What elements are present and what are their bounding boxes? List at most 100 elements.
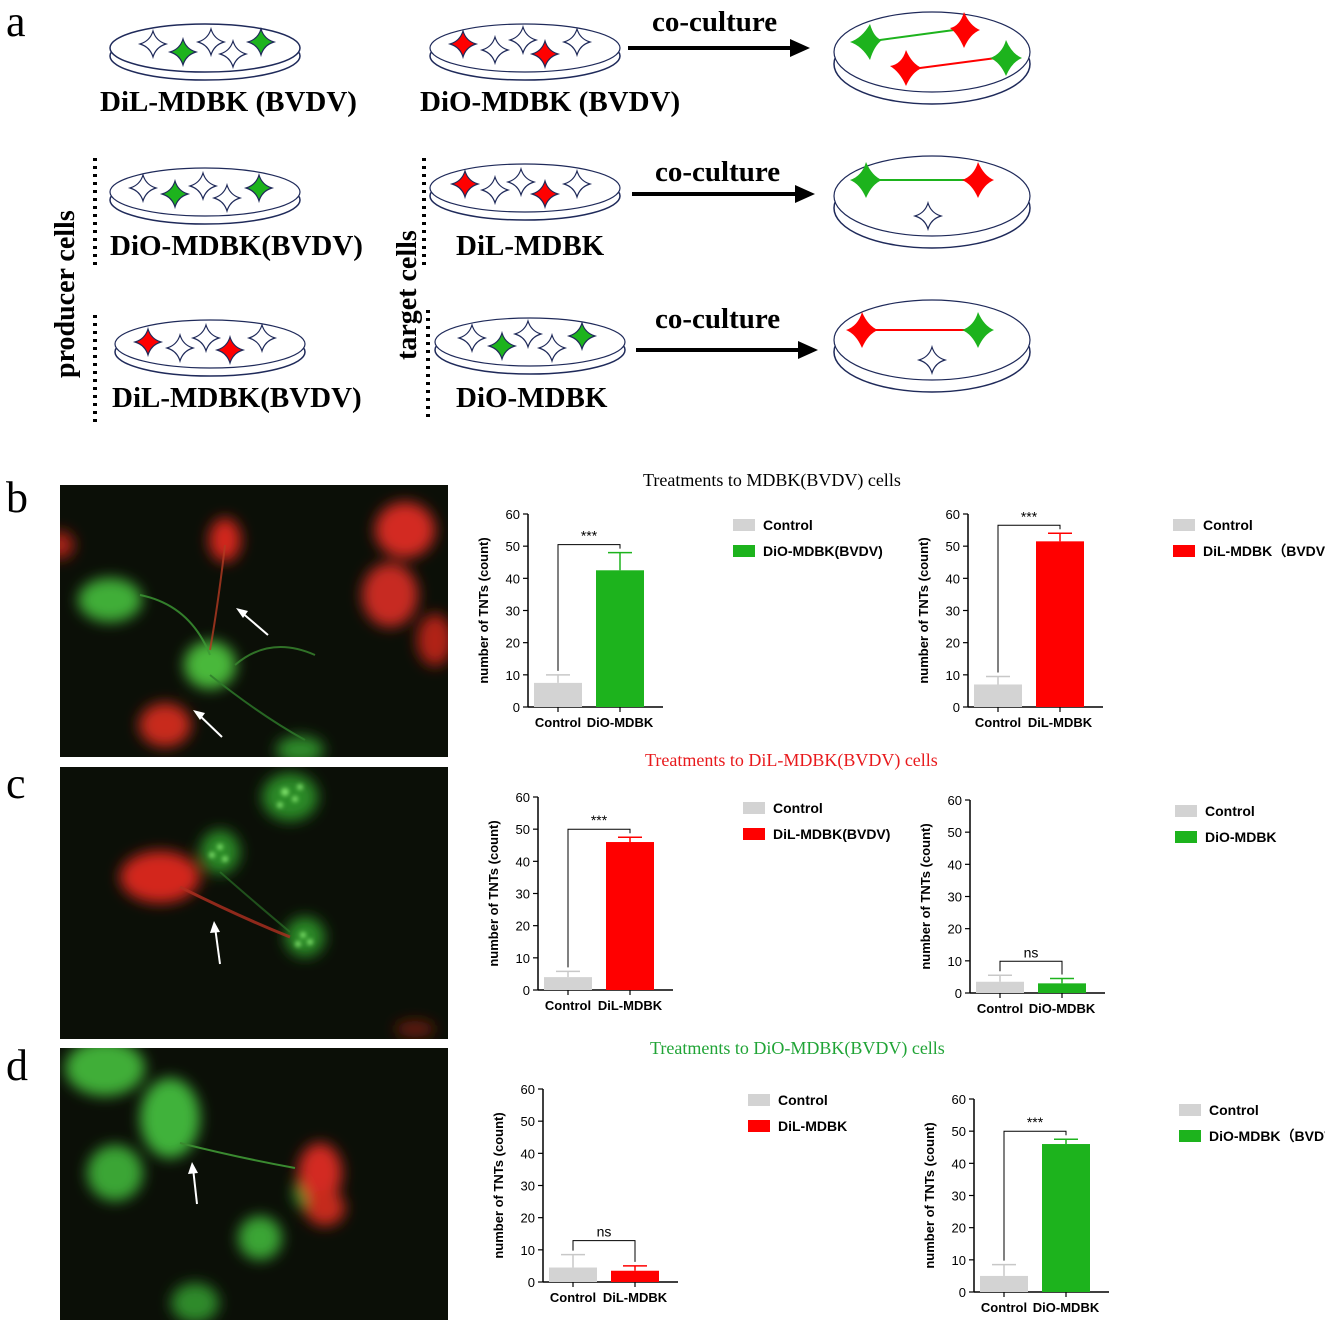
y-tick-label: 20 xyxy=(946,636,960,651)
micrograph-c xyxy=(60,767,448,1039)
row2-right-label: DiL-MDBK xyxy=(456,230,605,262)
y-axis-label: number of TNTs (count) xyxy=(922,1122,937,1268)
legend-label: DiO-MDBK(BVDV) xyxy=(763,543,883,559)
chart-b2: 0 10 20 30 40 50 60 number of TNTs (count) Contr… xyxy=(916,507,1325,730)
dish-row1-left xyxy=(109,23,301,81)
panel-letter-d: d xyxy=(6,1041,28,1090)
chart-c2: 0 10 20 30 40 50 60 number of TNTs (count) Contr… xyxy=(918,793,1277,1016)
legend-swatch xyxy=(748,1094,770,1106)
dish-row1-right xyxy=(429,23,621,81)
y-tick-label: 20 xyxy=(952,1221,966,1236)
row3-left-label: DiL-MDBK(BVDV) xyxy=(112,382,362,414)
y-tick-label: 10 xyxy=(952,1253,966,1268)
row3-right-label: DiO-MDBK xyxy=(456,382,608,414)
y-tick-label: 30 xyxy=(946,604,960,619)
y-tick-label: 60 xyxy=(952,1092,966,1107)
y-tick-label: 30 xyxy=(516,887,530,902)
y-axis-label: number of TNTs (count) xyxy=(916,537,931,683)
y-tick-label: 0 xyxy=(955,986,962,1001)
bar-dil-mdbk xyxy=(606,842,654,990)
legend-swatch xyxy=(1179,1130,1201,1142)
y-tick-label: 60 xyxy=(948,793,962,808)
y-tick-label: 30 xyxy=(948,890,962,905)
significance-bracket xyxy=(567,828,631,968)
x-tick-label: Control xyxy=(545,998,591,1013)
y-axis-label: number of TNTs (count) xyxy=(476,537,491,683)
bar-control xyxy=(544,977,592,990)
y-tick-label: 60 xyxy=(946,507,960,522)
significance-bracket xyxy=(557,544,621,671)
panel-a-schematic xyxy=(93,11,1031,425)
x-tick-label: Control xyxy=(550,1290,596,1305)
x-tick-label: Control xyxy=(981,1300,1027,1315)
x-tick-label: DiL-MDBK xyxy=(598,998,663,1013)
micrograph-b xyxy=(60,485,448,757)
legend-label: DiL-MDBK(BVDV) xyxy=(773,826,890,842)
y-tick-label: 60 xyxy=(516,790,530,805)
target-cells-label: target cells xyxy=(392,230,423,360)
legend-swatch xyxy=(743,802,765,814)
legend-swatch xyxy=(1173,519,1195,531)
y-tick-label: 10 xyxy=(521,1243,535,1258)
producer-cells-label: producer cells xyxy=(50,210,81,378)
dish-row3-right xyxy=(434,317,626,375)
y-axis-label: number of TNTs (count) xyxy=(486,820,501,966)
legend-swatch xyxy=(1179,1104,1201,1116)
legend-label: Control xyxy=(1205,803,1255,819)
legend-swatch xyxy=(733,519,755,531)
x-tick-label: DiO-MDBK xyxy=(1033,1300,1100,1315)
dish-row1-result xyxy=(833,11,1031,105)
chart-d1: 0 10 20 30 40 50 60 number of TNTs (count) Contr… xyxy=(491,1082,847,1305)
significance-bracket xyxy=(999,960,1063,975)
legend-label: DiL-MDBK xyxy=(778,1118,847,1134)
dish-row3-result xyxy=(833,299,1031,393)
row1-left-label: DiL-MDBK (BVDV) xyxy=(100,86,357,118)
row1-arrow-label: co-culture xyxy=(652,6,778,38)
section-title-b: Treatments to MDBK(BVDV) cells xyxy=(643,470,901,490)
row2-arrow-label: co-culture xyxy=(655,156,781,188)
x-tick-label: Control xyxy=(975,715,1021,730)
significance-label: *** xyxy=(591,812,608,828)
significance-label: *** xyxy=(1027,1114,1044,1130)
y-tick-label: 40 xyxy=(516,854,530,869)
y-tick-label: 50 xyxy=(506,539,520,554)
bar-dio-mdbk xyxy=(1042,1144,1090,1292)
legend-swatch xyxy=(1175,831,1197,843)
significance-bracket xyxy=(572,1240,636,1262)
y-tick-label: 20 xyxy=(516,919,530,934)
legend-label: Control xyxy=(763,517,813,533)
panel-letter-b: b xyxy=(6,473,28,522)
y-tick-label: 40 xyxy=(948,857,962,872)
y-tick-label: 10 xyxy=(506,668,520,683)
x-tick-label: DiO-MDBK xyxy=(587,715,654,730)
x-tick-label: Control xyxy=(977,1001,1023,1016)
significance-label: *** xyxy=(581,528,598,544)
legend-swatch xyxy=(743,828,765,840)
dish-row3-left xyxy=(114,319,306,377)
y-tick-label: 10 xyxy=(946,668,960,683)
chart-d2: 0 10 20 30 40 50 60 number of TNTs (count) Contr… xyxy=(922,1092,1325,1315)
bar-control xyxy=(976,981,1024,993)
y-tick-label: 20 xyxy=(948,922,962,937)
y-tick-label: 20 xyxy=(506,636,520,651)
chart-c1: 0 10 20 30 40 50 60 number of TNTs (count) Contr… xyxy=(486,790,890,1013)
bar-control xyxy=(534,682,582,707)
x-tick-label: DiO-MDBK xyxy=(1029,1001,1096,1016)
y-tick-label: 20 xyxy=(521,1211,535,1226)
y-tick-label: 50 xyxy=(516,822,530,837)
legend-swatch xyxy=(1173,545,1195,557)
y-tick-label: 60 xyxy=(521,1082,535,1097)
y-tick-label: 10 xyxy=(516,951,530,966)
legend-label: Control xyxy=(773,800,823,816)
bar-dio-mdbk xyxy=(1038,983,1086,993)
y-tick-label: 0 xyxy=(528,1275,535,1290)
legend-swatch xyxy=(1175,805,1197,817)
bar-control xyxy=(549,1267,597,1282)
legend-swatch xyxy=(748,1120,770,1132)
significance-label: ns xyxy=(1024,944,1039,960)
bar-control xyxy=(980,1275,1028,1292)
y-tick-label: 60 xyxy=(506,507,520,522)
x-tick-label: DiL-MDBK xyxy=(603,1290,668,1305)
section-title-d: Treatments to DiO-MDBK(BVDV) cells xyxy=(650,1038,945,1058)
bar-dil-mdbk xyxy=(611,1270,659,1282)
